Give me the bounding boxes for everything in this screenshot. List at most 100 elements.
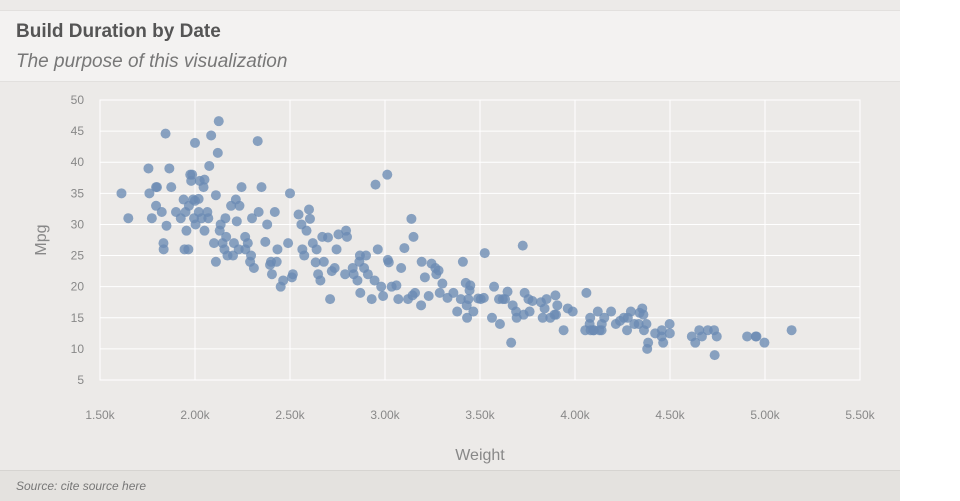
- scatter-point: [210, 256, 221, 267]
- scatter-point: [399, 243, 410, 254]
- y-tick-label: 45: [71, 124, 85, 138]
- scatter-point: [416, 300, 427, 311]
- scatter-point: [181, 225, 192, 236]
- y-tick-label: 10: [71, 342, 85, 356]
- x-tick-label: 3.50k: [465, 408, 495, 422]
- scatter-point: [361, 250, 371, 261]
- scatter-point: [585, 312, 596, 323]
- scatter-point: [711, 331, 722, 342]
- x-axis-ticks: 1.50k 2.00k 2.50k 3.00k 3.50k 4.00k 4.50k 5.00k…: [85, 408, 875, 422]
- scatter-point: [393, 294, 404, 305]
- scatter-point: [709, 350, 720, 361]
- scatter-point: [448, 287, 459, 298]
- scatter-point: [287, 269, 298, 280]
- scatter-point: [272, 244, 283, 255]
- scatter-point: [370, 179, 381, 190]
- y-tick-label: 20: [71, 280, 85, 294]
- y-tick-label: 30: [71, 217, 85, 231]
- x-tick-label: 1.50k: [85, 408, 115, 422]
- y-axis-ticks: 5 10 15 20 25 30 35 40 45 50: [71, 93, 85, 387]
- scatter-point: [304, 204, 314, 215]
- scatter-point: [262, 219, 273, 230]
- x-tick-label: 4.50k: [655, 408, 685, 422]
- scatter-point: [465, 280, 476, 291]
- scatter-point: [199, 225, 210, 236]
- scatter-point: [213, 116, 224, 127]
- scatter-point: [382, 169, 393, 180]
- source-note: Source: cite source here: [16, 479, 147, 493]
- scatter-point: [212, 147, 223, 158]
- scatter-point: [246, 250, 257, 261]
- scatter-point: [643, 337, 654, 348]
- scatter-point: [539, 303, 550, 314]
- scatter-point: [234, 200, 245, 211]
- scatter-chart: 1.50k 2.00k 2.50k 3.00k 3.50k 4.00k 4.50k 5.00k…: [33, 93, 876, 464]
- scatter-point: [567, 306, 578, 317]
- scatter-point: [203, 213, 214, 224]
- scatter-point: [552, 300, 563, 311]
- scatter-point: [220, 213, 231, 224]
- scatter-point: [406, 213, 417, 224]
- scatter-point: [622, 325, 633, 336]
- scatter-point: [664, 319, 675, 329]
- scatter-point: [256, 182, 267, 193]
- scatter-point: [352, 275, 363, 286]
- scatter-point: [551, 309, 561, 320]
- scatter-point: [494, 319, 505, 329]
- scatter-point: [366, 294, 377, 305]
- x-axis-label: Weight: [455, 447, 505, 464]
- scatter-point: [524, 306, 535, 317]
- scatter-point: [342, 231, 352, 242]
- scatter-point: [325, 294, 336, 305]
- scatter-point: [410, 287, 421, 298]
- scatter-point: [329, 263, 340, 273]
- scatter-point: [434, 287, 445, 298]
- scatter-point: [437, 278, 448, 289]
- scatter-point: [396, 263, 407, 273]
- scatter-point: [527, 295, 538, 306]
- scatter-point: [247, 213, 257, 224]
- scatter-point: [311, 244, 322, 255]
- scatter-point: [323, 232, 333, 243]
- scatter-point: [161, 220, 172, 231]
- scatter-point: [355, 287, 366, 298]
- scatter-point: [383, 257, 394, 268]
- scatter-point: [696, 331, 707, 342]
- scatter-point: [455, 294, 466, 305]
- scatter-point: [457, 256, 468, 267]
- scatter-point: [416, 256, 427, 267]
- scatter-point: [156, 207, 167, 217]
- scatter-point: [537, 312, 548, 323]
- x-tick-label: 2.50k: [275, 408, 305, 422]
- scatter-point: [190, 137, 200, 148]
- chart-footer: Source: cite source here: [0, 470, 900, 501]
- scatter-point: [742, 331, 753, 342]
- x-tick-label: 4.00k: [560, 408, 590, 422]
- scatter-point: [468, 306, 479, 317]
- scatter-point: [158, 244, 169, 255]
- scatter-point: [231, 216, 242, 227]
- scatter-point: [166, 182, 177, 193]
- scatter-point: [340, 269, 351, 280]
- scatter-point: [541, 294, 552, 305]
- chart-title: Build Duration by Date: [16, 21, 221, 42]
- scatter-point: [463, 294, 474, 305]
- x-tick-label: 3.00k: [370, 408, 400, 422]
- scatter-point: [423, 291, 434, 301]
- scatter-point: [293, 209, 304, 220]
- scatter-point: [252, 136, 263, 147]
- scatter-point: [304, 213, 315, 224]
- y-tick-label: 40: [71, 155, 85, 169]
- scatter-point: [269, 207, 280, 217]
- scatter-point: [664, 328, 675, 339]
- chart-subtitle: The purpose of this visualization: [16, 51, 288, 72]
- scatter-point: [242, 238, 253, 249]
- scatter-point: [260, 236, 271, 247]
- scatter-point: [433, 265, 444, 276]
- scatter-point: [315, 275, 326, 286]
- y-tick-label: 35: [71, 186, 85, 200]
- scatter-point: [641, 319, 652, 329]
- scatter-point: [204, 160, 215, 171]
- scatter-point: [183, 244, 194, 255]
- scatter-point: [253, 207, 264, 217]
